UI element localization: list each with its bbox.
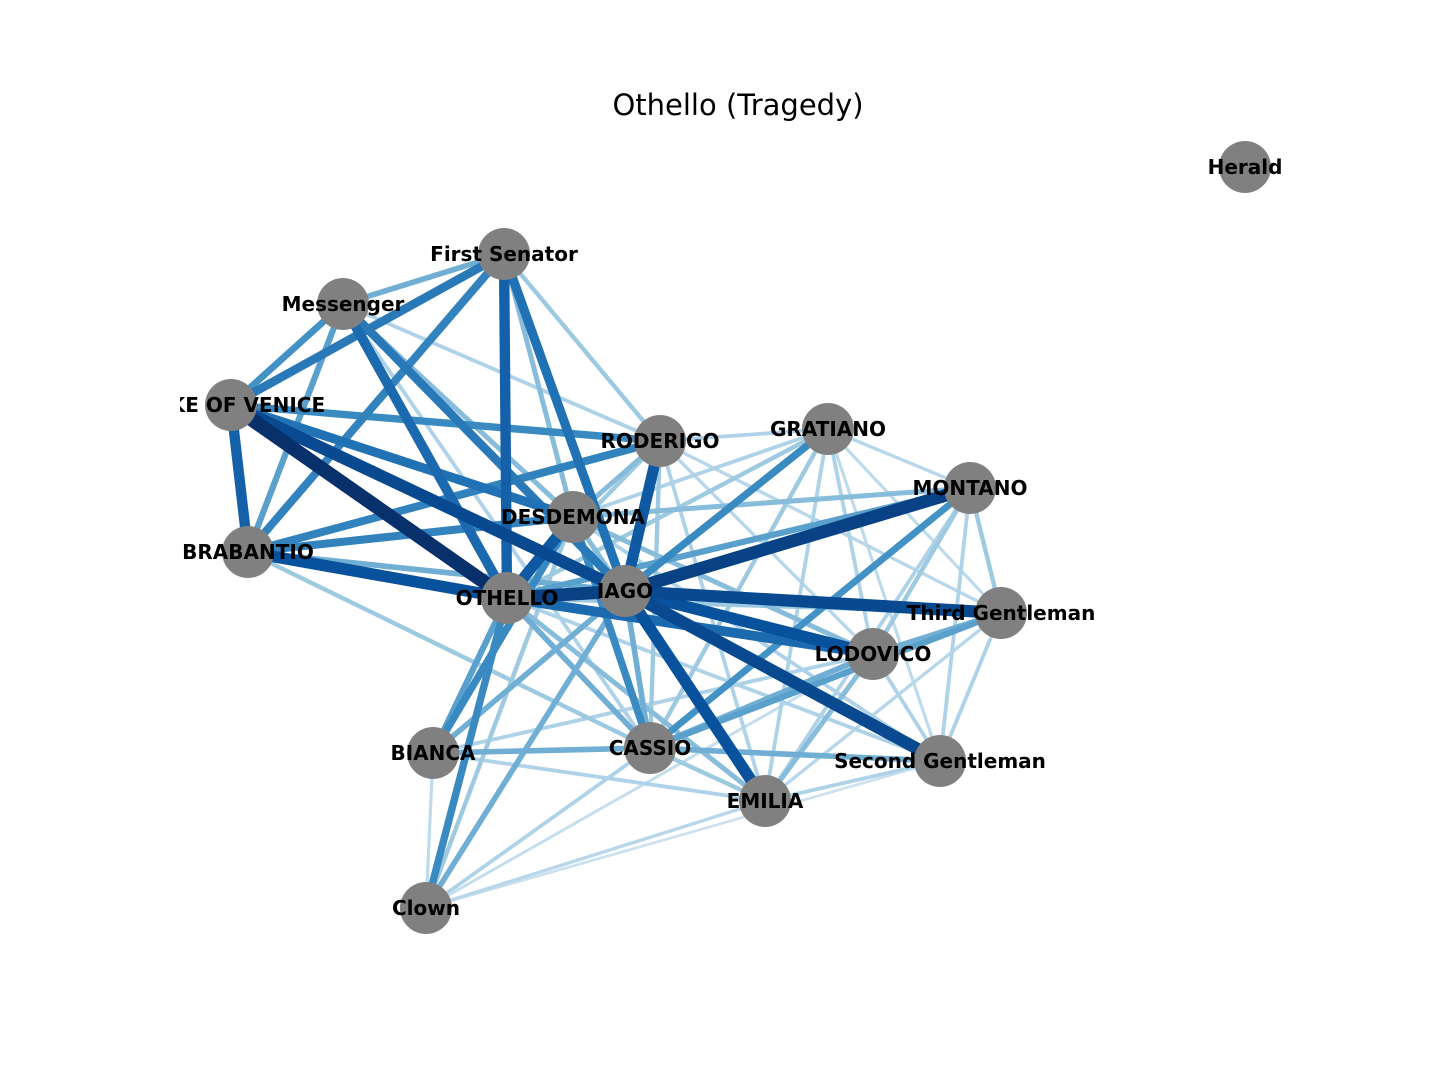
node-label-messenger: Messenger	[282, 292, 405, 316]
node-brabantio	[222, 526, 274, 578]
edge-first_senator-roderigo	[502, 252, 662, 443]
edge-iago-bianca	[431, 588, 627, 756]
node-third_gentleman	[975, 587, 1027, 639]
edge-cassio-clown	[424, 746, 652, 910]
edge-duke-iago	[228, 399, 628, 597]
edge-duke-roderigo	[230, 401, 661, 445]
node-messenger	[317, 278, 369, 330]
node-label-iago: IAGO	[597, 579, 653, 603]
edge-iago-montano	[623, 481, 972, 598]
node-roderigo	[634, 415, 686, 467]
edge-bianca-emilia	[432, 751, 766, 803]
node-desdemona	[547, 491, 599, 543]
edge-iago-gratiano	[622, 426, 831, 594]
node-label-third_gentleman: Third Gentleman	[907, 601, 1096, 625]
edge-first_senator-messenger	[342, 251, 505, 307]
node-clown	[400, 882, 452, 934]
edge-emilia-clown	[425, 799, 766, 910]
node-label-montano: MONTANO	[913, 476, 1028, 500]
edge-desdemona-lodovico	[571, 514, 875, 657]
edge-first_senator-othello	[498, 253, 513, 599]
edge-roderigo-emilia	[658, 440, 767, 802]
node-first_senator	[478, 228, 530, 280]
edge-cassio-second_gentleman	[649, 745, 941, 764]
node-label-duke: DUKE OF VENICE	[137, 393, 325, 417]
edge-third_gentleman-emilia	[763, 611, 1003, 803]
label-layer: Herald First Senator Messenger DUKE OF VENI…	[137, 155, 1283, 920]
node-iago	[599, 565, 651, 617]
edge-duke-desdemona	[229, 400, 575, 522]
edge-iago-emilia	[620, 587, 770, 805]
edge-lodovico-emilia	[762, 652, 876, 803]
edge-duke-othello	[226, 399, 512, 604]
node-label-clown: Clown	[392, 896, 460, 920]
edge-gratiano-desdemona	[572, 427, 829, 519]
edge-clown-second_gentleman	[425, 759, 941, 910]
node-label-cassio: CASSIO	[609, 736, 692, 760]
node-label-gratiano: GRATIANO	[770, 417, 886, 441]
edge-iago-second_gentleman	[622, 585, 943, 767]
edge-gratiano-cassio	[648, 427, 830, 750]
node-label-brabantio: BRABANTIO	[182, 540, 314, 564]
node-label-bianca: BIANCA	[390, 741, 476, 765]
edge-montano-lodovico	[871, 486, 972, 656]
node-cassio	[624, 722, 676, 774]
edge-first_senator-brabantio	[244, 251, 508, 555]
edge-layer	[225, 250, 1004, 910]
node-label-emilia: EMILIA	[727, 789, 804, 813]
edge-othello-cassio	[504, 596, 653, 750]
edge-brabantio-cassio	[247, 550, 651, 750]
node-duke	[205, 379, 257, 431]
node-label-second_gentleman: Second Gentleman	[834, 749, 1046, 773]
edge-iago-third_gentleman	[624, 584, 1002, 620]
edge-iago-lodovico	[623, 585, 875, 660]
node-emilia	[739, 775, 791, 827]
node-label-desdemona: DESDEMONA	[501, 505, 646, 529]
node-label-lodovico: LODOVICO	[815, 642, 932, 666]
edge-gratiano-third_gentleman	[826, 427, 1003, 615]
edge-third_gentleman-second_gentleman	[938, 612, 1003, 762]
node-label-roderigo: RODERIGO	[601, 429, 720, 453]
node-montano	[944, 462, 996, 514]
node-herald	[1219, 141, 1271, 193]
graph-title: Othello (Tragedy)	[612, 88, 863, 122]
edge-lodovico-clown	[425, 652, 874, 910]
edge-messenger-iago	[339, 300, 629, 595]
node-gratiano	[802, 403, 854, 455]
edge-roderigo-gratiano	[659, 427, 829, 443]
edge-montano-second_gentleman	[938, 487, 972, 762]
node-label-first_senator: First Senator	[430, 242, 578, 266]
node-bianca	[407, 727, 459, 779]
node-lodovico	[847, 628, 899, 680]
node-othello	[481, 572, 533, 624]
edge-gratiano-emilia	[763, 428, 830, 802]
node-label-herald: Herald	[1208, 155, 1283, 179]
node-label-othello: OTHELLO	[456, 586, 559, 610]
edge-emilia-second_gentleman	[764, 759, 941, 803]
edge-gratiano-second_gentleman	[826, 428, 942, 762]
edge-messenger-othello	[338, 301, 512, 601]
node-second_gentleman	[914, 735, 966, 787]
edge-gratiano-lodovico	[826, 428, 875, 655]
node-layer	[205, 141, 1271, 934]
edge-othello-second_gentleman	[506, 596, 941, 763]
edge-gratiano-othello	[505, 427, 830, 600]
edge-brabantio-othello	[246, 546, 509, 604]
edge-first_senator-iago	[499, 252, 630, 593]
